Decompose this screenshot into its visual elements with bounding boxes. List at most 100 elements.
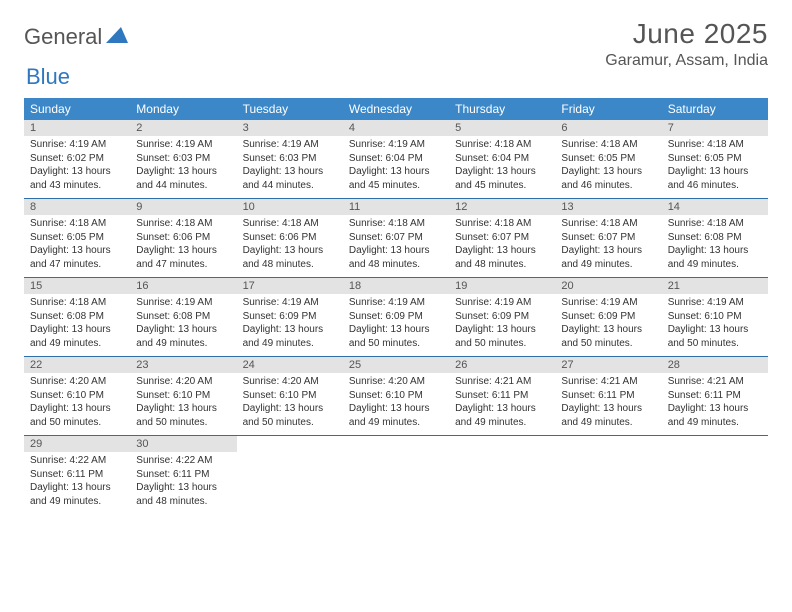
calendar-week-row: 15Sunrise: 4:18 AMSunset: 6:08 PMDayligh… — [24, 278, 768, 357]
day-detail: Sunrise: 4:18 AMSunset: 6:07 PMDaylight:… — [449, 215, 555, 277]
sunrise-text: Sunrise: 4:18 AM — [668, 138, 762, 152]
day-detail: Sunrise: 4:20 AMSunset: 6:10 PMDaylight:… — [24, 373, 130, 435]
day-detail: Sunrise: 4:21 AMSunset: 6:11 PMDaylight:… — [662, 373, 768, 435]
calendar-day-cell: 20Sunrise: 4:19 AMSunset: 6:09 PMDayligh… — [555, 278, 661, 357]
sunset-text: Sunset: 6:07 PM — [349, 231, 443, 245]
calendar-day-cell: 26Sunrise: 4:21 AMSunset: 6:11 PMDayligh… — [449, 357, 555, 436]
sunset-text: Sunset: 6:10 PM — [668, 310, 762, 324]
day-detail: Sunrise: 4:18 AMSunset: 6:07 PMDaylight:… — [555, 215, 661, 277]
sunrise-text: Sunrise: 4:18 AM — [561, 138, 655, 152]
calendar-day-cell: 28Sunrise: 4:21 AMSunset: 6:11 PMDayligh… — [662, 357, 768, 436]
sunset-text: Sunset: 6:04 PM — [455, 152, 549, 166]
sunrise-text: Sunrise: 4:22 AM — [136, 454, 230, 468]
day-number: 19 — [449, 278, 555, 294]
sunrise-text: Sunrise: 4:19 AM — [349, 138, 443, 152]
daylight-text: Daylight: 13 hours and 50 minutes. — [668, 323, 762, 350]
daylight-text: Daylight: 13 hours and 48 minutes. — [136, 481, 230, 508]
sunset-text: Sunset: 6:07 PM — [455, 231, 549, 245]
sunset-text: Sunset: 6:02 PM — [30, 152, 124, 166]
sunset-text: Sunset: 6:10 PM — [349, 389, 443, 403]
day-number: 8 — [24, 199, 130, 215]
daylight-text: Daylight: 13 hours and 49 minutes. — [455, 402, 549, 429]
calendar-day-cell: 21 Sunrise: 4:19 AMSunset: 6:10 PMDayligh… — [662, 278, 768, 357]
calendar-day-cell: 25Sunrise: 4:20 AMSunset: 6:10 PMDayligh… — [343, 357, 449, 436]
day-detail: Sunrise: 4:21 AMSunset: 6:11 PMDaylight:… — [555, 373, 661, 435]
day-detail: Sunrise: 4:18 AMSunset: 6:05 PMDaylight:… — [24, 215, 130, 277]
day-detail: Sunrise: 4:19 AMSunset: 6:09 PMDaylight:… — [555, 294, 661, 356]
sunrise-text: Sunrise: 4:19 AM — [136, 138, 230, 152]
calendar-day-cell: 15Sunrise: 4:18 AMSunset: 6:08 PMDayligh… — [24, 278, 130, 357]
day-number: 15 — [24, 278, 130, 294]
sunrise-text: Sunrise: 4:21 AM — [455, 375, 549, 389]
sunrise-text: Sunrise: 4:20 AM — [243, 375, 337, 389]
sunrise-text: Sunrise: 4:18 AM — [30, 296, 124, 310]
sunrise-text: Sunrise: 4:19 AM — [668, 296, 762, 310]
daylight-text: Daylight: 13 hours and 49 minutes. — [561, 244, 655, 271]
day-detail: Sunrise: 4:21 AMSunset: 6:11 PMDaylight:… — [449, 373, 555, 435]
day-number: 30 — [130, 436, 236, 452]
daylight-text: Daylight: 13 hours and 47 minutes. — [30, 244, 124, 271]
sunset-text: Sunset: 6:10 PM — [243, 389, 337, 403]
daylight-text: Daylight: 13 hours and 49 minutes. — [136, 323, 230, 350]
day-detail: Sunrise: 4:19 AMSunset: 6:03 PMDaylight:… — [237, 136, 343, 198]
day-number: 28 — [662, 357, 768, 373]
sunset-text: Sunset: 6:10 PM — [136, 389, 230, 403]
calendar-day-cell: 2Sunrise: 4:19 AMSunset: 6:03 PMDaylight… — [130, 120, 236, 199]
sunset-text: Sunset: 6:09 PM — [349, 310, 443, 324]
daylight-text: Daylight: 13 hours and 48 minutes. — [349, 244, 443, 271]
sunset-text: Sunset: 6:05 PM — [561, 152, 655, 166]
calendar-day-cell: 9Sunrise: 4:18 AMSunset: 6:06 PMDaylight… — [130, 199, 236, 278]
day-header: Tuesday — [237, 98, 343, 120]
title-block: June 2025 Garamur, Assam, India — [605, 18, 768, 70]
day-number: 24 — [237, 357, 343, 373]
day-number: 9 — [130, 199, 236, 215]
daylight-text: Daylight: 13 hours and 49 minutes. — [349, 402, 443, 429]
sunset-text: Sunset: 6:09 PM — [561, 310, 655, 324]
day-number: 6 — [555, 120, 661, 136]
day-detail: Sunrise: 4:22 AMSunset: 6:11 PMDaylight:… — [130, 452, 236, 514]
calendar-day-cell: 5Sunrise: 4:18 AMSunset: 6:04 PMDaylight… — [449, 120, 555, 199]
sunrise-text: Sunrise: 4:20 AM — [349, 375, 443, 389]
logo-text-general: General — [24, 24, 102, 50]
sunrise-text: Sunrise: 4:21 AM — [668, 375, 762, 389]
day-number: 29 — [24, 436, 130, 452]
calendar-day-cell: 1Sunrise: 4:19 AMSunset: 6:02 PMDaylight… — [24, 120, 130, 199]
calendar-table: Sunday Monday Tuesday Wednesday Thursday… — [24, 98, 768, 514]
sunset-text: Sunset: 6:03 PM — [136, 152, 230, 166]
daylight-text: Daylight: 13 hours and 48 minutes. — [243, 244, 337, 271]
calendar-week-row: 22Sunrise: 4:20 AMSunset: 6:10 PMDayligh… — [24, 357, 768, 436]
calendar-day-cell: 8Sunrise: 4:18 AMSunset: 6:05 PMDaylight… — [24, 199, 130, 278]
day-number: 1 — [24, 120, 130, 136]
daylight-text: Daylight: 13 hours and 49 minutes. — [561, 402, 655, 429]
day-header: Sunday — [24, 98, 130, 120]
day-detail: Sunrise: 4:18 AMSunset: 6:06 PMDaylight:… — [130, 215, 236, 277]
logo-triangle-icon — [106, 27, 128, 48]
day-number: 10 — [237, 199, 343, 215]
day-number: 16 — [130, 278, 236, 294]
daylight-text: Daylight: 13 hours and 50 minutes. — [561, 323, 655, 350]
day-header: Thursday — [449, 98, 555, 120]
sunset-text: Sunset: 6:08 PM — [668, 231, 762, 245]
calendar-day-cell — [449, 436, 555, 515]
calendar-day-cell: 22Sunrise: 4:20 AMSunset: 6:10 PMDayligh… — [24, 357, 130, 436]
day-detail: Sunrise: 4:18 AMSunset: 6:05 PMDaylight:… — [662, 136, 768, 198]
sunrise-text: Sunrise: 4:22 AM — [30, 454, 124, 468]
calendar-day-cell: 10Sunrise: 4:18 AMSunset: 6:06 PMDayligh… — [237, 199, 343, 278]
sunrise-text: Sunrise: 4:20 AM — [136, 375, 230, 389]
sunrise-text: Sunrise: 4:19 AM — [136, 296, 230, 310]
calendar-day-cell — [662, 436, 768, 515]
sunrise-text: Sunrise: 4:19 AM — [455, 296, 549, 310]
daylight-text: Daylight: 13 hours and 49 minutes. — [668, 244, 762, 271]
daylight-text: Daylight: 13 hours and 50 minutes. — [455, 323, 549, 350]
day-header: Monday — [130, 98, 236, 120]
day-number: 17 — [237, 278, 343, 294]
daylight-text: Daylight: 13 hours and 50 minutes. — [243, 402, 337, 429]
day-detail: Sunrise: 4:19 AMSunset: 6:09 PMDaylight:… — [343, 294, 449, 356]
day-number: 21 — [662, 278, 768, 294]
calendar-day-cell: 13Sunrise: 4:18 AMSunset: 6:07 PMDayligh… — [555, 199, 661, 278]
day-number: 23 — [130, 357, 236, 373]
day-number: 4 — [343, 120, 449, 136]
day-detail: Sunrise: 4:22 AMSunset: 6:11 PMDaylight:… — [24, 452, 130, 514]
daylight-text: Daylight: 13 hours and 49 minutes. — [668, 402, 762, 429]
day-number: 13 — [555, 199, 661, 215]
